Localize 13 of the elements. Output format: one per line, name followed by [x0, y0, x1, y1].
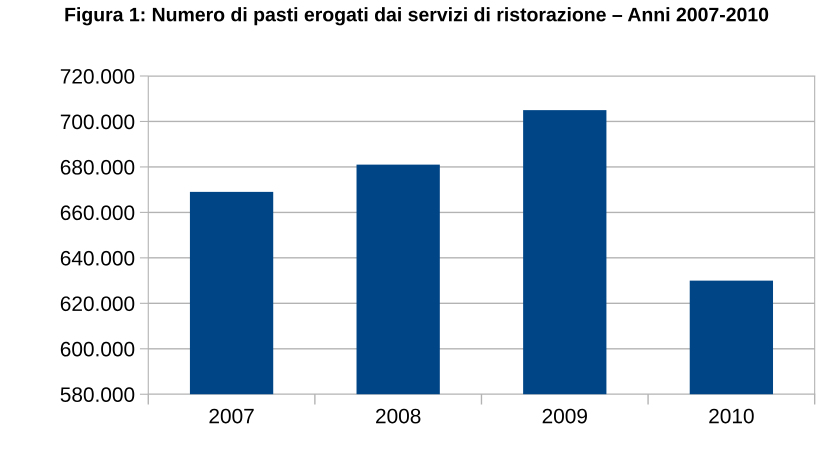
y-tick-label: 620.000: [60, 296, 134, 312]
x-tick-label: 2007: [209, 408, 254, 424]
y-tick-label: 640.000: [60, 250, 134, 266]
y-tick-label: 600.000: [60, 342, 134, 357]
y-tick-label: 680.000: [60, 160, 134, 175]
x-tick-label: 2009: [542, 408, 587, 424]
chart-title: Figura 1: Numero di pasti erogati dai servizi di ristorazione – Anni 2007-2010: [65, 7, 768, 26]
y-tick-label: 580.000: [60, 387, 134, 402]
y-tick-label: 660.000: [60, 205, 134, 220]
x-tick-label: 2008: [376, 408, 420, 424]
y-tick-label: 700.000: [60, 114, 134, 130]
y-tick-label: 720.000: [60, 69, 134, 84]
x-tick-label: 2010: [709, 408, 754, 424]
